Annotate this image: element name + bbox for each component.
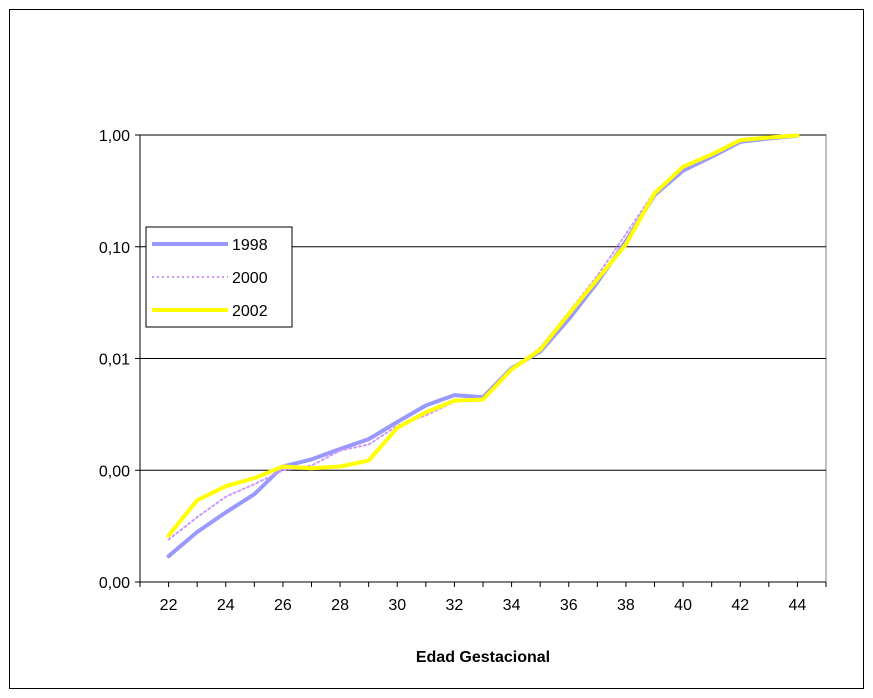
- grid-lines: [140, 134, 826, 471]
- x-tick-label: 26: [274, 597, 292, 614]
- y-tick-label: 0,00: [99, 463, 130, 480]
- legend: 1998 2000 2002: [145, 226, 293, 328]
- x-tick-label: 22: [160, 597, 178, 614]
- x-tick-label: 38: [617, 597, 635, 614]
- y-tick-labels: 0,00 0,00 0,01 0,10 1,00: [99, 128, 130, 592]
- x-tick-label: 28: [331, 597, 349, 614]
- x-tick-label: 32: [446, 597, 464, 614]
- series-lines: [166, 133, 800, 559]
- y-tick-label: 0,00: [99, 575, 130, 592]
- axes: [135, 134, 827, 587]
- x-tick-label: 30: [388, 597, 406, 614]
- y-tick-label: 1,00: [99, 128, 130, 145]
- x-tick-label: 24: [217, 597, 235, 614]
- x-tick-label: 40: [674, 597, 692, 614]
- x-tick-label: 42: [731, 597, 749, 614]
- x-tick-label: 34: [503, 597, 521, 614]
- x-tick-label: 44: [789, 597, 807, 614]
- y-tick-label: 0,01: [99, 352, 130, 369]
- series-line-2002: [166, 133, 800, 538]
- x-tick-label: 36: [560, 597, 578, 614]
- legend-label-1998: 1998: [232, 237, 268, 254]
- legend-label-2000: 2000: [232, 270, 268, 287]
- legend-label-2002: 2002: [232, 303, 268, 320]
- y-tick-label: 0,10: [99, 240, 130, 257]
- x-tick-labels: 22 24 26 28 30 32 34 36 38 40 42 44: [160, 597, 807, 614]
- x-axis-title: Edad Gestacional: [416, 649, 550, 666]
